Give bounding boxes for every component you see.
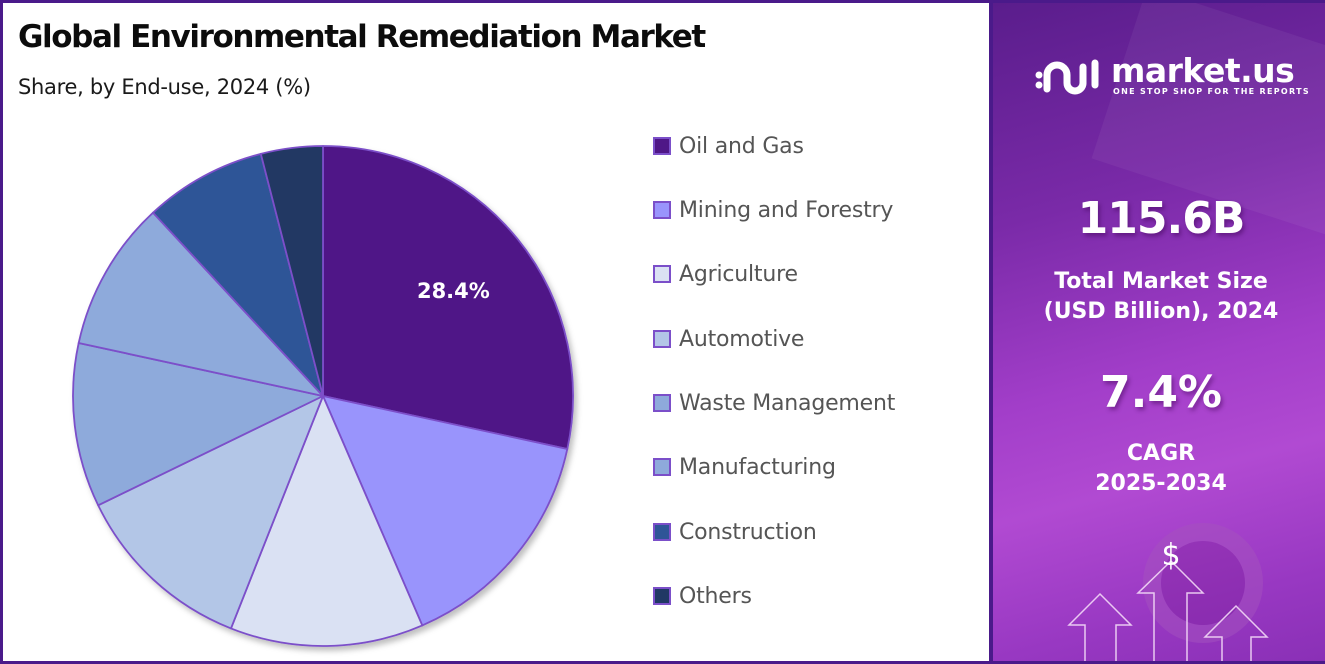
pie-slice-others [259,145,324,397]
pie-chart: 28.4% [63,136,583,656]
growth-arrows-icon: $ [1067,538,1269,661]
pie-slice-construction [152,152,324,397]
market-size-label-line2: (USD Billion), 2024 [1043,299,1279,324]
legend-item-waste-management: Waste Management [653,386,973,420]
pie-slice-oil-and-gas [322,145,574,450]
pie-slice-agriculture [230,395,424,647]
legend-swatch [653,201,671,219]
legend-item-manufacturing: Manufacturing [653,450,973,484]
brand-logo: market.us ONE STOP SHOP FOR THE REPORTS [1033,51,1313,103]
chart-title: Global Environmental Remediation Market [18,19,706,55]
legend-item-agriculture: Agriculture [653,257,973,291]
cagr-label-line2: 2025-2034 [1095,471,1227,496]
legend-label: Agriculture [679,261,798,287]
legend-swatch [653,587,671,605]
cagr-value: 7.4% [1099,367,1223,418]
legend-label: Others [679,583,752,609]
legend-swatch [653,137,671,155]
pie-slice-automotive [97,395,324,630]
legend-item-others: Others [653,579,973,613]
legend-swatch [653,523,671,541]
legend-swatch [653,458,671,476]
legend-swatch [653,394,671,412]
market-size-value: 115.6B [1077,193,1246,244]
legend-item-mining-and-forestry: Mining and Forestry [653,193,973,227]
legend-label: Oil and Gas [679,133,804,159]
dollar-icon: $ [1161,538,1180,573]
legend-item-construction: Construction [653,515,973,549]
legend-label: Waste Management [679,390,896,416]
pie-slice-waste-management [72,342,324,507]
legend-swatch [653,265,671,283]
summary-panel: market.us ONE STOP SHOP FOR THE REPORTS … [989,3,1325,661]
chart-panel: Global Environmental Remediation Market … [3,3,989,661]
legend-item-oil-and-gas: Oil and Gas [653,129,973,163]
pie-slice-mining-and-forestry [322,395,569,627]
slice-label-oil-and-gas: 28.4% [417,279,490,303]
legend-item-automotive: Automotive [653,322,973,356]
legend-label: Manufacturing [679,454,836,480]
cagr-label-line1: CAGR [1126,441,1196,466]
legend-label: Automotive [679,326,805,352]
brand-tagline: ONE STOP SHOP FOR THE REPORTS [1113,87,1310,96]
legend-swatch [653,330,671,348]
pie-slice-manufacturing [77,211,324,397]
chart-subtitle: Share, by End-use, 2024 (%) [18,75,311,99]
market-us-logo-icon [1035,59,1099,95]
legend-label: Construction [679,519,817,545]
brand-name: market.us [1111,51,1295,90]
market-size-label-line1: Total Market Size [1054,269,1268,294]
legend-label: Mining and Forestry [679,197,894,223]
pie-slices [72,145,574,647]
pie-chart-svg: 28.4% [72,145,574,647]
